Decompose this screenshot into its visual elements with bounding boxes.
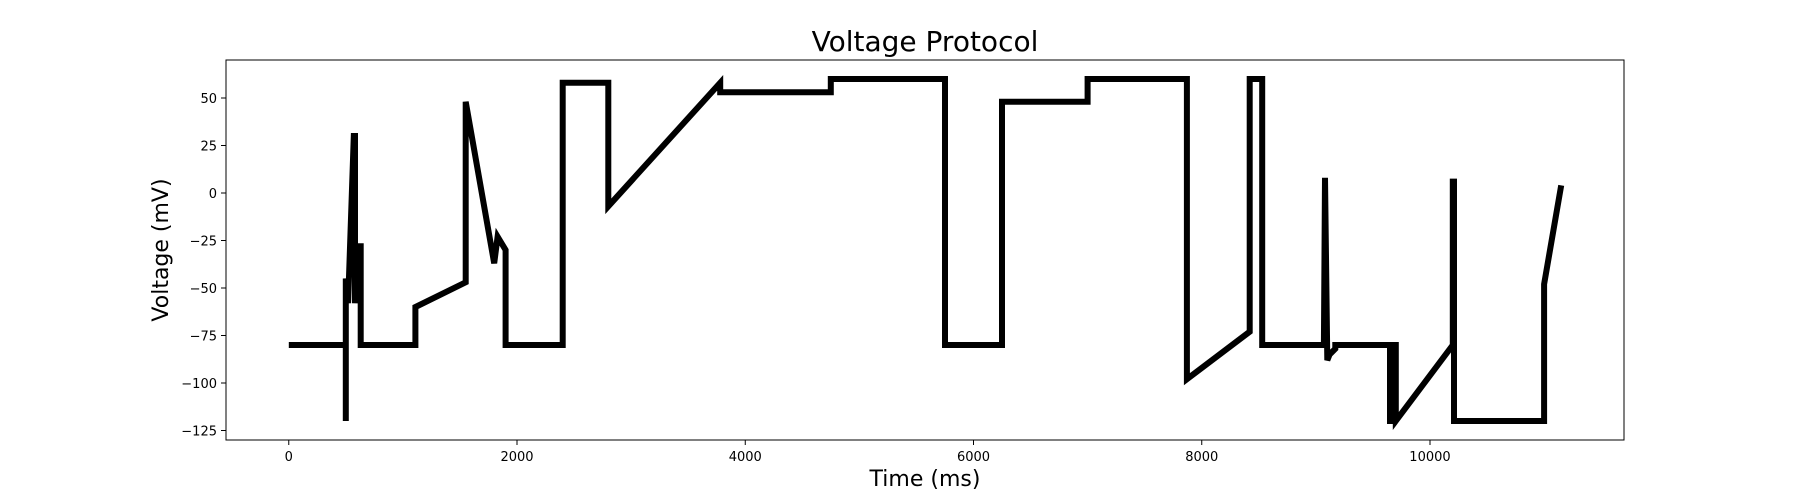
y-tick-label: −50 — [190, 282, 217, 297]
y-axis-label: Voltage (mV) — [149, 178, 174, 321]
y-tick-label: 50 — [200, 92, 217, 107]
chart-title: Voltage Protocol — [812, 25, 1039, 58]
y-tick-label: 0 — [209, 187, 217, 202]
x-tick-label: 2000 — [500, 450, 533, 465]
y-tick-label: −100 — [181, 377, 217, 392]
plot-area — [225, 59, 1625, 441]
y-tick-label: −125 — [181, 425, 217, 440]
y-tick-label: −75 — [190, 330, 217, 345]
x-tick-label: 8000 — [1185, 450, 1218, 465]
plot-frame — [225, 59, 1625, 441]
y-tick-label: 25 — [200, 140, 217, 155]
x-axis-ticks: 0 2000 4000 6000 8000 10000 — [285, 440, 1451, 465]
y-tick-label: −25 — [190, 235, 217, 250]
x-tick-label: 6000 — [957, 450, 990, 465]
x-tick-label: 0 — [285, 450, 293, 465]
y-axis-ticks: 50 25 0 −25 −50 −75 −100 −125 — [181, 92, 226, 440]
x-axis-label: Time (ms) — [869, 467, 981, 492]
x-tick-label: 10000 — [1409, 450, 1450, 465]
series-line-0 — [288, 75, 1565, 430]
x-tick-label: 4000 — [729, 450, 762, 465]
